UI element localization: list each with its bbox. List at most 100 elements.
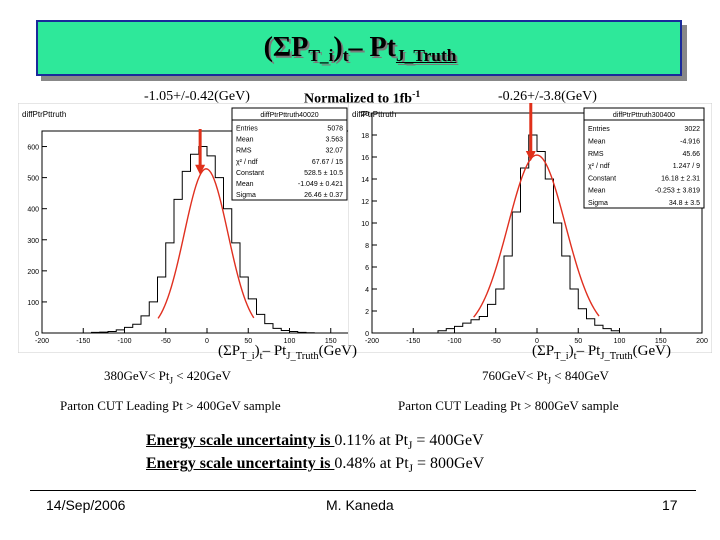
y-tick-label: 2	[365, 309, 369, 316]
title-part: (ΣP	[263, 32, 309, 63]
title-subscript: J_Truth	[395, 46, 457, 66]
stats-value: 5078	[327, 125, 343, 132]
stats-label: RMS	[236, 148, 252, 155]
y-tick-label: 20	[361, 111, 369, 118]
stats-label: Mean	[236, 181, 254, 188]
gaussian-fit-curve	[473, 154, 600, 318]
statement-text: = 400GeV	[412, 432, 484, 449]
x-tick-label: -200	[365, 338, 379, 345]
x-tick-label: 150	[325, 338, 337, 345]
slide-title: (ΣPT_i)t– PtJ_Truth	[0, 32, 720, 66]
left-histogram-panel: diffPtrPttruth-200-150-100-5005010015020…	[18, 103, 382, 353]
range-subscript: J	[547, 375, 552, 386]
title-subscript: T_i	[308, 46, 334, 66]
footer-author: M. Kaneda	[326, 497, 394, 513]
x-tick-label: -200	[35, 338, 49, 345]
range-text: < 420GeV	[173, 368, 231, 383]
peak-arrow-head	[525, 151, 536, 162]
x-tick-label: 0	[535, 338, 539, 345]
energy-scale-line-800: Energy scale uncertainty is 0.48% at PtJ…	[146, 455, 484, 475]
range-text: < 840GeV	[551, 368, 609, 383]
normalization-exponent: -1	[412, 89, 421, 100]
y-tick-label: 200	[27, 269, 39, 276]
histogram-outline	[372, 134, 702, 334]
y-tick-label: 4	[365, 287, 369, 294]
left-pt-range: 380GeV< PtJ < 420GeV	[104, 368, 231, 386]
range-text: 760GeV< Pt	[482, 368, 548, 383]
x-tick-label: 0	[205, 338, 209, 345]
stats-label: Entries	[588, 126, 610, 133]
title-banner	[36, 20, 682, 76]
stats-label: χ² / ndf	[588, 163, 610, 170]
right-x-axis-title: (ΣPT_i)t– PtJ_Truth(GeV)	[532, 343, 671, 362]
stats-value: -1.049 ± 0.421	[298, 181, 343, 188]
footer-page-number: 17	[662, 497, 678, 513]
y-tick-label: 600	[27, 145, 39, 152]
y-tick-label: 300	[27, 238, 39, 245]
y-tick-label: 500	[27, 176, 39, 183]
statement-text: at Pt	[375, 455, 409, 472]
x-tick-label: 100	[614, 338, 626, 345]
y-tick-label: 14	[361, 177, 369, 184]
stats-box	[231, 107, 348, 201]
stats-value: 34.8 ± 3.5	[669, 200, 700, 207]
axis-title-subscript: T_i	[240, 351, 255, 362]
stats-box	[583, 107, 705, 209]
y-tick-label: 18	[361, 133, 369, 140]
energy-scale-line-400: Energy scale uncertainty is 0.11% at PtJ…	[146, 432, 484, 452]
peak-arrow-head	[195, 164, 206, 175]
stats-title: diffPtrPttruth300400	[613, 112, 675, 119]
y-tick-label: 12	[361, 199, 369, 206]
stats-label: Sigma	[588, 200, 608, 207]
y-tick-label: 10	[361, 221, 369, 228]
axis-title-subscript: J_Truth	[286, 351, 319, 362]
stats-label: Sigma	[236, 192, 256, 199]
title-subscript: t	[342, 46, 349, 66]
axis-title-subscript: t	[573, 351, 577, 362]
stats-value: 3022	[684, 126, 700, 133]
statement-value: 0.48%	[334, 455, 376, 472]
x-tick-label: -150	[76, 338, 90, 345]
axis-title-subscript: t	[259, 351, 263, 362]
right-fit-result: -0.26+/-3.8(GeV)	[498, 89, 597, 104]
stats-label: RMS	[588, 151, 604, 158]
stats-value: 67.67 / 15	[312, 159, 343, 166]
axis-title-part: – Pt	[262, 343, 287, 359]
stats-value: 16.18 ± 2.31	[661, 175, 700, 182]
statement-subscript: J	[408, 463, 413, 476]
stats-label: Constant	[236, 170, 264, 177]
statement-text: at Pt	[375, 432, 409, 449]
right-pt-range: 760GeV< PtJ < 840GeV	[482, 368, 609, 386]
x-tick-label: -50	[491, 338, 501, 345]
y-tick-label: 16	[361, 155, 369, 162]
x-tick-label: 50	[244, 338, 252, 345]
stats-value: -4.916	[680, 139, 700, 146]
stats-value: 3.563	[325, 137, 343, 144]
statement-value: 0.11%	[334, 432, 376, 449]
axis-title-part: (GeV)	[632, 343, 671, 359]
left-fit-result: -1.05+/-0.42(GeV)	[144, 89, 250, 104]
title-part: – Pt	[348, 32, 396, 63]
x-tick-label: 150	[655, 338, 667, 345]
x-tick-label: 100	[284, 338, 296, 345]
left-x-axis-title: (ΣPT_i)t– PtJ_Truth(GeV)	[218, 343, 357, 362]
title-part: )	[333, 32, 343, 63]
statement-text: Energy scale uncertainty is	[146, 432, 335, 449]
axis-title-part: (ΣP	[532, 343, 555, 359]
stats-label: Constant	[588, 175, 616, 182]
histogram-name: diffPtrPttruth	[352, 110, 396, 119]
x-tick-label: 50	[574, 338, 582, 345]
axis-title-part: – Pt	[576, 343, 601, 359]
range-text: 380GeV< Pt	[104, 368, 170, 383]
stats-value: 1.247 / 9	[673, 163, 700, 170]
statement-text: = 800GeV	[413, 455, 485, 472]
axis-title-part: (ΣP	[218, 343, 241, 359]
left-cut-label: Parton CUT Leading Pt > 400GeV sample	[60, 398, 281, 413]
footer-date: 14/Sep/2006	[46, 497, 126, 513]
y-tick-label: 8	[365, 243, 369, 250]
statement-subscript: J	[408, 440, 413, 453]
footer-divider	[30, 490, 696, 491]
stats-label: Mean	[588, 139, 606, 146]
right-histogram-panel: diffPtrPttruth-200 -150 -100 -50 0 50 100 150 20…	[348, 103, 712, 353]
x-tick-label: 200	[696, 338, 708, 345]
